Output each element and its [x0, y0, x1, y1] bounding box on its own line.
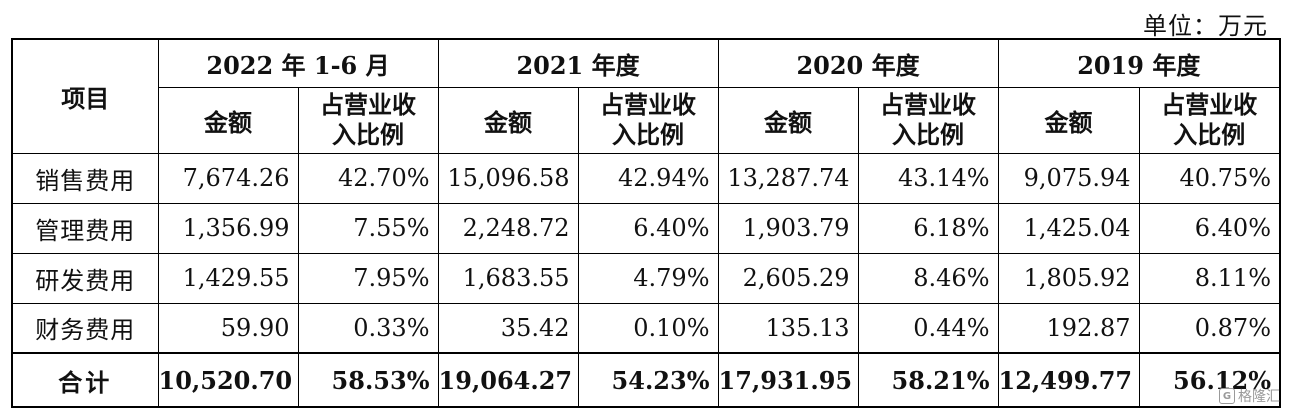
ratio-cell: 4.79%: [577, 252, 719, 304]
total-amount-cell: 12,499.77: [997, 352, 1140, 408]
amount-cell: 59.90: [157, 302, 299, 354]
amount-cell: 1,356.99: [157, 202, 299, 254]
ratio-cell: 6.18%: [857, 202, 999, 254]
total-ratio-cell: 54.23%: [577, 352, 719, 408]
header-period: 2019 年度: [997, 38, 1281, 88]
header-period: 2021 年度: [437, 38, 719, 88]
header-amount: 金额: [997, 86, 1140, 154]
amount-cell: 2,605.29: [717, 252, 859, 304]
amount-cell: 15,096.58: [437, 152, 579, 204]
ratio-cell: 43.14%: [857, 152, 999, 204]
total-amount-cell: 17,931.95: [717, 352, 859, 408]
header-ratio: 占营业收 入比例: [1138, 86, 1281, 154]
total-amount-cell: 10,520.70: [157, 352, 299, 408]
amount-cell: 1,805.92: [997, 252, 1140, 304]
amount-cell: 1,903.79: [717, 202, 859, 254]
amount-cell: 1,429.55: [157, 252, 299, 304]
amount-cell: 7,674.26: [157, 152, 299, 204]
ratio-cell: 6.40%: [1138, 202, 1281, 254]
ratio-cell: 8.46%: [857, 252, 999, 304]
gelonghui-logo-icon: G: [1219, 388, 1235, 404]
total-ratio-cell: 58.21%: [857, 352, 999, 408]
amount-cell: 13,287.74: [717, 152, 859, 204]
watermark-text: 格隆汇: [1238, 389, 1280, 405]
ratio-cell: 8.11%: [1138, 252, 1281, 304]
header-period: 2022 年 1-6 月: [157, 38, 439, 88]
ratio-cell: 0.10%: [577, 302, 719, 354]
header-item: 项目: [11, 38, 159, 154]
row-label: 管理费用: [11, 202, 159, 254]
total-ratio-cell: 56.12%: [1138, 352, 1281, 408]
header-ratio: 占营业收 入比例: [297, 86, 439, 154]
watermark: G 格隆汇: [1219, 386, 1280, 406]
total-row: 合计 10,520.70 58.53% 19,064.27 54.23% 17,…: [11, 352, 1281, 408]
amount-cell: 2,248.72: [437, 202, 579, 254]
amount-cell: 1,425.04: [997, 202, 1140, 254]
header-amount: 金额: [157, 86, 299, 154]
table-row: 研发费用 1,429.55 7.95% 1,683.55 4.79% 2,605…: [11, 252, 1281, 304]
header-amount: 金额: [717, 86, 859, 154]
amount-cell: 35.42: [437, 302, 579, 354]
total-ratio-cell: 58.53%: [297, 352, 439, 408]
amount-cell: 9,075.94: [997, 152, 1140, 204]
table-row: 销售费用 7,674.26 42.70% 15,096.58 42.94% 13…: [11, 152, 1281, 204]
header-period: 2020 年度: [717, 38, 999, 88]
total-amount-cell: 19,064.27: [437, 352, 579, 408]
table-row: 管理费用 1,356.99 7.55% 2,248.72 6.40% 1,903…: [11, 202, 1281, 254]
header-amount: 金额: [437, 86, 579, 154]
ratio-cell: 6.40%: [577, 202, 719, 254]
amount-cell: 135.13: [717, 302, 859, 354]
ratio-cell: 0.33%: [297, 302, 439, 354]
expense-table: 项目 2022 年 1-6 月 2021 年度 2020 年度 2019 年度 …: [11, 38, 1282, 408]
row-label: 财务费用: [11, 302, 159, 354]
ratio-cell: 0.44%: [857, 302, 999, 354]
header-ratio: 占营业收 入比例: [577, 86, 719, 154]
unit-label: 单位：万元: [1143, 12, 1268, 40]
header-ratio: 占营业收 入比例: [857, 86, 999, 154]
ratio-cell: 7.95%: [297, 252, 439, 304]
total-label: 合计: [11, 352, 159, 408]
table-row: 财务费用 59.90 0.33% 35.42 0.10% 135.13 0.44…: [11, 302, 1281, 354]
row-label: 研发费用: [11, 252, 159, 304]
amount-cell: 192.87: [997, 302, 1140, 354]
ratio-cell: 42.94%: [577, 152, 719, 204]
ratio-cell: 0.87%: [1138, 302, 1281, 354]
amount-cell: 1,683.55: [437, 252, 579, 304]
row-label: 销售费用: [11, 152, 159, 204]
ratio-cell: 7.55%: [297, 202, 439, 254]
ratio-cell: 40.75%: [1138, 152, 1281, 204]
ratio-cell: 42.70%: [297, 152, 439, 204]
